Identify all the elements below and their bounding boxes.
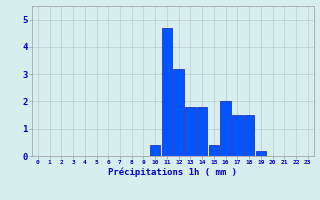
Bar: [150, 145, 161, 156]
Bar: [173, 69, 184, 156]
Bar: [197, 107, 207, 156]
Bar: [256, 151, 266, 156]
Bar: [244, 115, 254, 156]
Bar: [209, 145, 219, 156]
Bar: [185, 107, 196, 156]
Bar: [232, 115, 243, 156]
X-axis label: Précipitations 1h ( mm ): Précipitations 1h ( mm ): [108, 168, 237, 177]
Bar: [162, 28, 172, 156]
Bar: [220, 101, 231, 156]
